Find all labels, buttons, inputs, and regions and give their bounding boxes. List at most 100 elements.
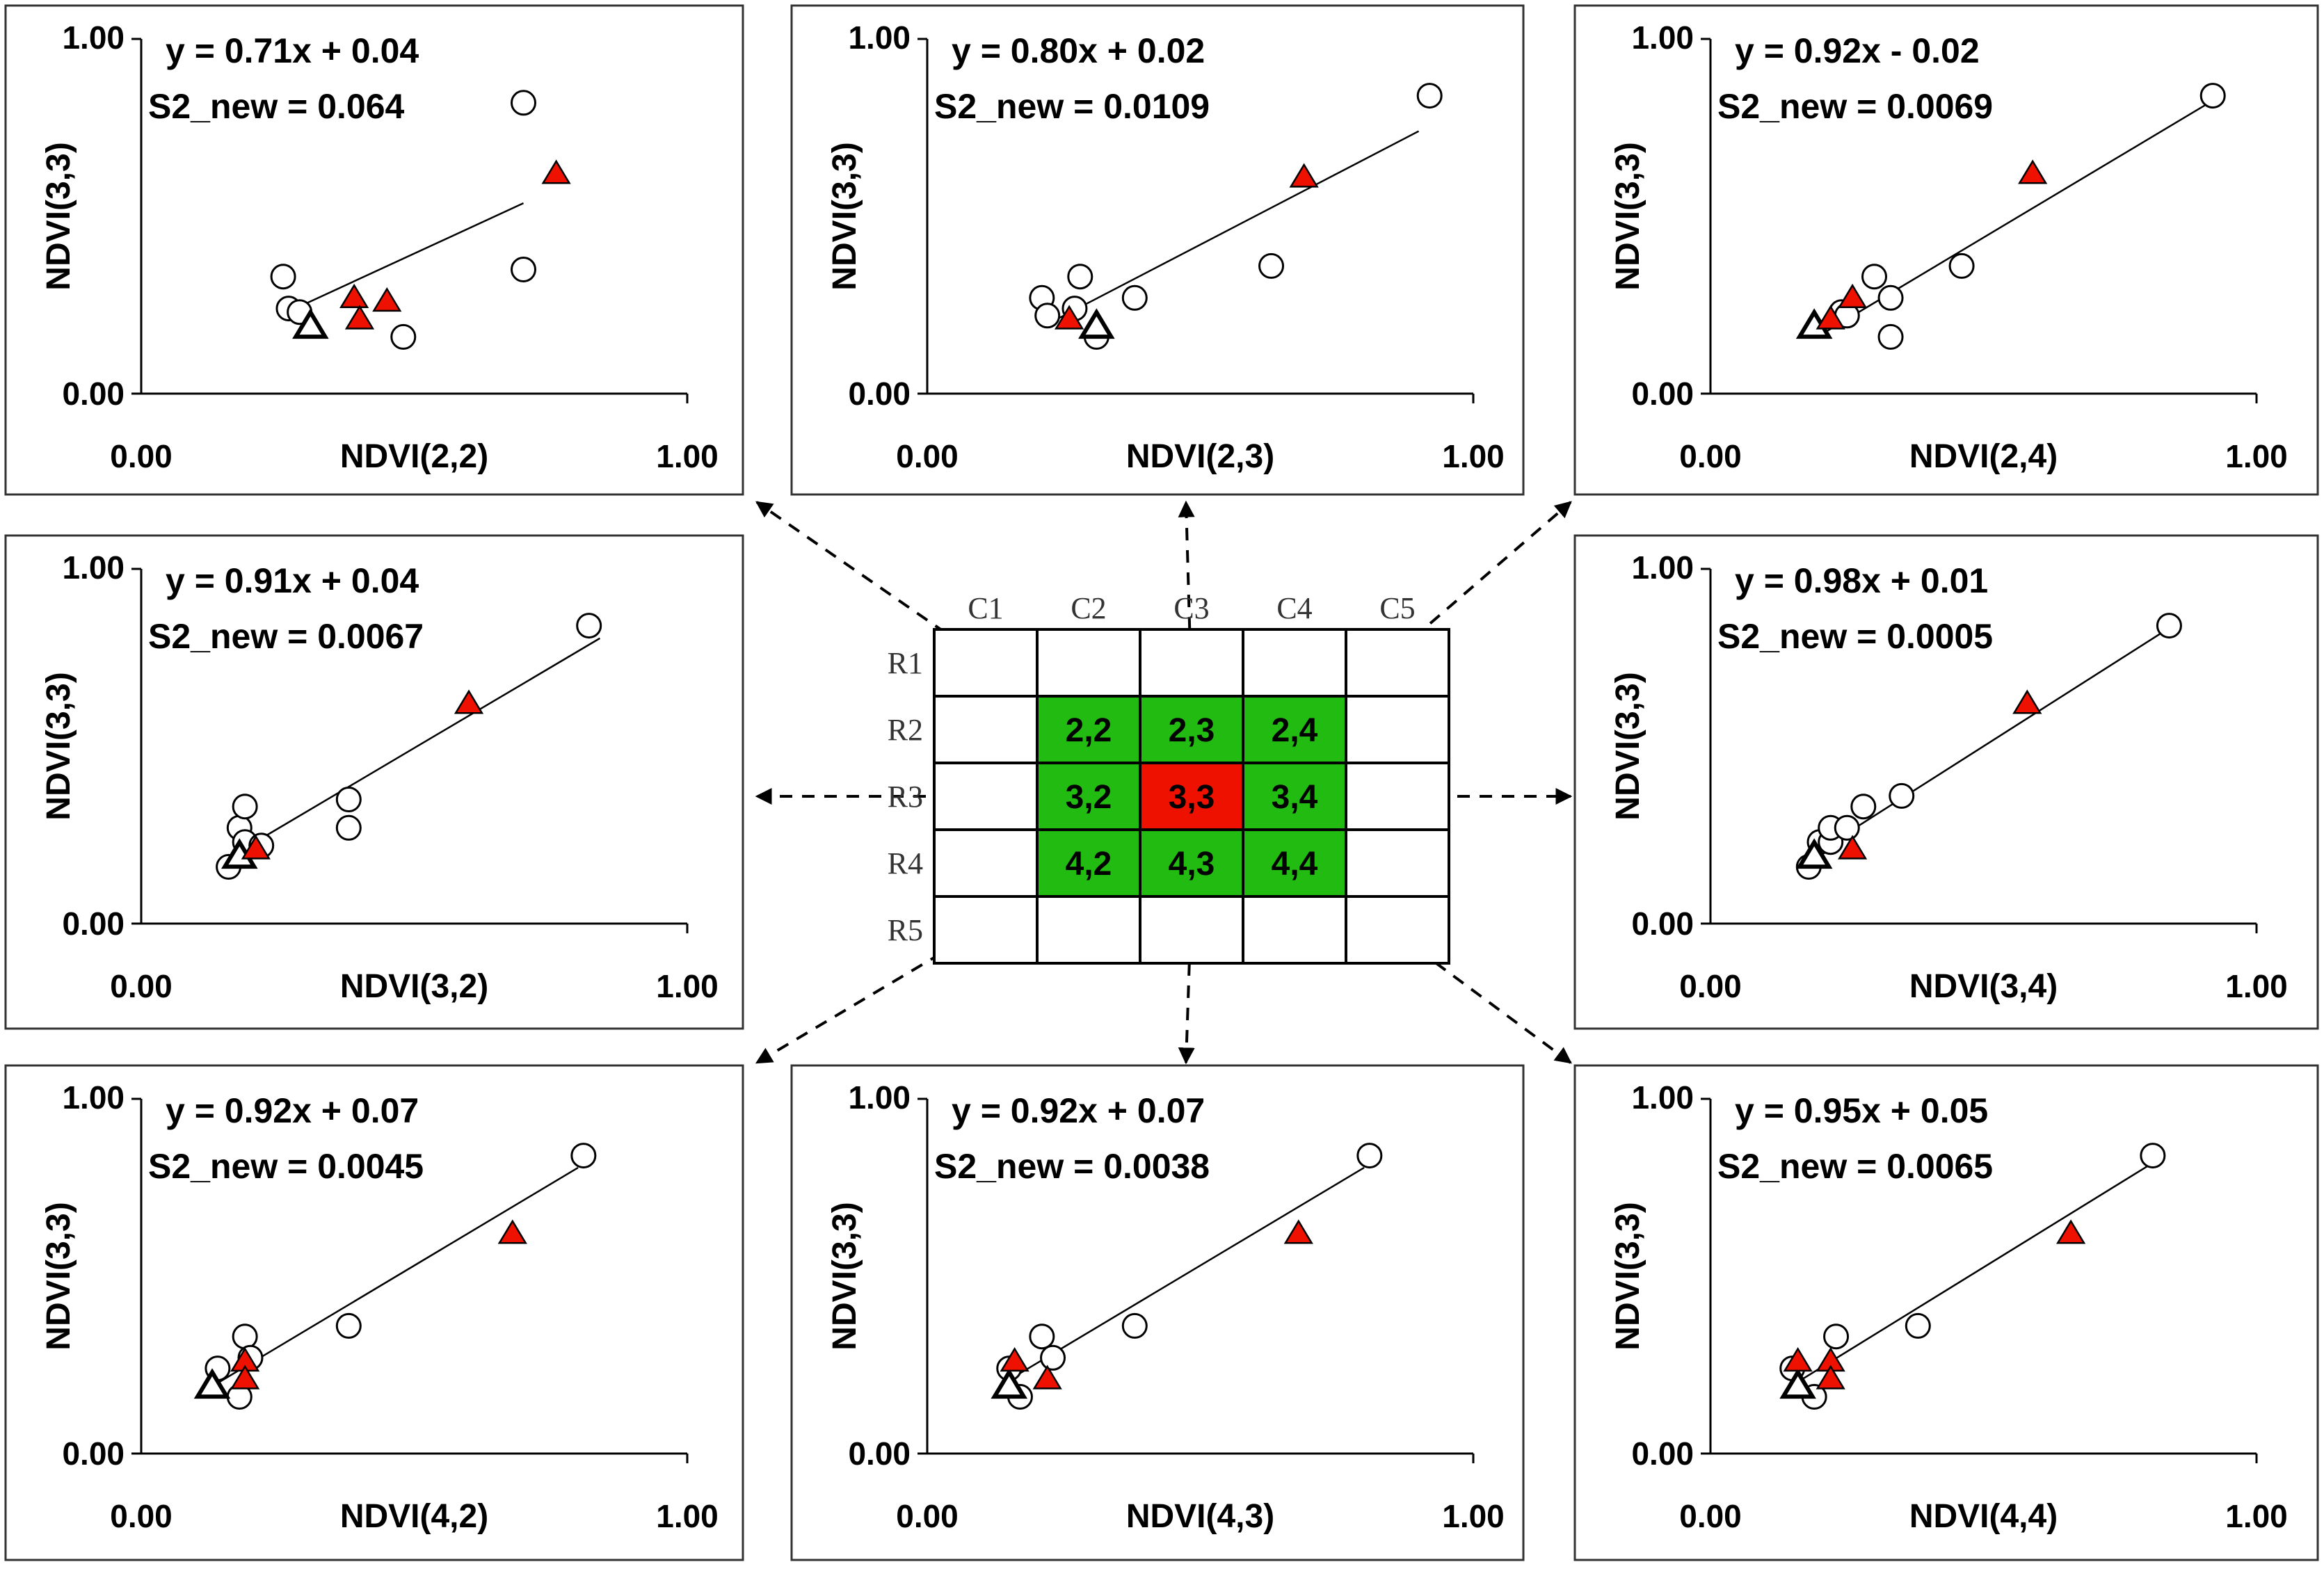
grid-cell: [1345, 895, 1450, 965]
data-point-red-triangle: [1816, 305, 1845, 330]
data-point-circle: [511, 257, 536, 282]
x-axis-label: NDVI(4,3): [1126, 1498, 1274, 1535]
panel-frame: [1573, 1064, 2319, 1561]
panel-frame: [1573, 534, 2319, 1030]
regression-equation: y = 0.92x + 0.07: [166, 1091, 419, 1130]
data-point-red-triangle: [1816, 1365, 1845, 1390]
y-tick-label-max: 1.00: [62, 549, 125, 586]
grid-cell-label: 2,3: [1169, 712, 1215, 749]
data-point-circle: [1889, 782, 1915, 809]
column-label: C1: [968, 591, 1003, 625]
row-label: R1: [888, 646, 923, 680]
data-point-circle: [1850, 794, 1877, 820]
grid-cell: [1345, 828, 1450, 898]
data-point-circle: [511, 90, 536, 116]
neighborhood-grid: C1 C2 C3 C4 C5 R1 R2 R3 R4 R5 2,2 2,3 2,4 3,2 3,3 3,4 4,…: [888, 591, 1450, 965]
s2-new-value: S2_new = 0.0109: [934, 87, 1210, 126]
regression-equation: y = 0.71x + 0.04: [166, 31, 419, 70]
x-tick-label-max: 1.00: [2225, 1498, 2288, 1534]
data-point-open-triangle: [1795, 838, 1833, 869]
x-axis-label: NDVI(2,3): [1126, 438, 1274, 475]
x-tick-label-max: 1.00: [656, 438, 719, 474]
data-point-circle: [335, 814, 362, 841]
grid-cell: [1242, 762, 1347, 831]
x-tick-label-min: 0.00: [110, 1498, 173, 1534]
y-tick-label-min: 0.00: [62, 906, 125, 942]
y-tick-label-min: 0.00: [62, 1435, 125, 1472]
panel-frame: [4, 534, 744, 1030]
panel-frame: [1573, 4, 2319, 496]
data-point-circle: [1040, 1344, 1066, 1371]
trend-line: [1047, 130, 1420, 325]
grid-cell: [933, 828, 1039, 898]
x-axis-label: NDVI(3,4): [1909, 968, 2058, 1005]
grid-cell-label: 3,2: [1066, 779, 1112, 816]
grid-cell: [1036, 828, 1141, 898]
grid-cell: [1036, 628, 1141, 698]
data-point-circle: [576, 613, 602, 639]
grid-cell-label: 4,4: [1272, 846, 1318, 883]
grid-cell: [1345, 628, 1450, 698]
y-tick-label-min: 0.00: [1631, 906, 1694, 942]
data-point-circle: [232, 794, 258, 820]
grid-cell-label: 3,3: [1169, 779, 1215, 816]
row-label: R4: [888, 846, 923, 880]
data-point-circle: [232, 1323, 258, 1350]
scatter-panel-1: 1.00 0.00 0.00 1.00 NDVI(2,2) NDVI(3,3) y = 0.…: [4, 4, 744, 496]
x-axis-label: NDVI(2,2): [340, 438, 488, 475]
data-point-circle: [1067, 264, 1093, 290]
data-point-red-triangle: [1837, 835, 1868, 860]
y-axis-label: NDVI(3,3): [1610, 672, 1646, 820]
scatter-panel-3: 1.00 0.00 0.00 1.00 NDVI(2,4) NDVI(3,3) y = 0.…: [1573, 4, 2319, 496]
x-tick-label-max: 1.00: [656, 1498, 719, 1534]
row-label: R5: [888, 913, 923, 947]
data-point-red-triangle: [1837, 283, 1868, 309]
x-tick-label-max: 1.00: [1442, 438, 1505, 474]
y-axis-label: NDVI(3,3): [1610, 1202, 1646, 1350]
column-label: C4: [1276, 591, 1312, 625]
data-point-red-triangle: [230, 1365, 260, 1390]
grid-cell-label: 4,3: [1169, 846, 1215, 883]
data-point-open-triangle: [1078, 308, 1115, 339]
column-label: C2: [1071, 591, 1106, 625]
y-axis-label: NDVI(3,3): [40, 672, 77, 820]
trend-line: [206, 1166, 579, 1391]
grid-cell: [1139, 628, 1244, 698]
data-point-red-triangle: [2018, 159, 2048, 184]
grid-cell: [1036, 895, 1141, 965]
trend-line: [1009, 1166, 1365, 1381]
y-axis-label: NDVI(3,3): [40, 1202, 77, 1350]
s2-new-value: S2_new = 0.0065: [1717, 1147, 1993, 1186]
panel-frame: [790, 4, 1525, 496]
data-point-circle: [1823, 1323, 1850, 1350]
scatter-panels: 1.00 0.00 0.00 1.00 NDVI(2,2) NDVI(3,3) y = 0.…: [4, 4, 2319, 1561]
panel-frame: [790, 1064, 1525, 1561]
x-axis-label: NDVI(2,4): [1909, 438, 2058, 475]
x-tick-label-min: 0.00: [896, 1498, 959, 1534]
y-axis-label: NDVI(3,3): [40, 142, 77, 290]
scatter-panel-2: 1.00 0.00 0.00 1.00 NDVI(2,3) NDVI(3,3) y = 0.…: [790, 4, 1525, 496]
trend-line: [294, 202, 524, 310]
data-point-red-triangle: [2012, 689, 2042, 714]
data-point-open-triangle: [1779, 1368, 1816, 1399]
data-point-red-triangle: [1032, 1365, 1062, 1390]
data-point-red-triangle: [344, 305, 375, 330]
y-tick-label-max: 1.00: [1631, 19, 1694, 56]
x-tick-label-min: 0.00: [896, 438, 959, 474]
y-axis-label: NDVI(3,3): [1610, 142, 1646, 290]
s2-new-value: S2_new = 0.064: [148, 87, 405, 126]
data-point-circle: [1258, 252, 1285, 279]
data-point-red-triangle: [2055, 1219, 2086, 1244]
grid-cell: [933, 762, 1039, 831]
grid-cell-label: 4,2: [1066, 846, 1112, 883]
x-axis-label: NDVI(3,2): [340, 968, 488, 1005]
data-point-red-triangle: [372, 287, 402, 312]
y-tick-label-min: 0.00: [1631, 1435, 1694, 1472]
panel-frame: [4, 4, 744, 496]
scatter-panel-5: 1.00 0.00 0.00 1.00 NDVI(3,4) NDVI(3,3) y = 0.…: [1573, 534, 2319, 1030]
data-point-circle: [270, 264, 296, 290]
y-tick-label-max: 1.00: [1631, 1079, 1694, 1116]
y-tick-label-min: 0.00: [62, 376, 125, 412]
